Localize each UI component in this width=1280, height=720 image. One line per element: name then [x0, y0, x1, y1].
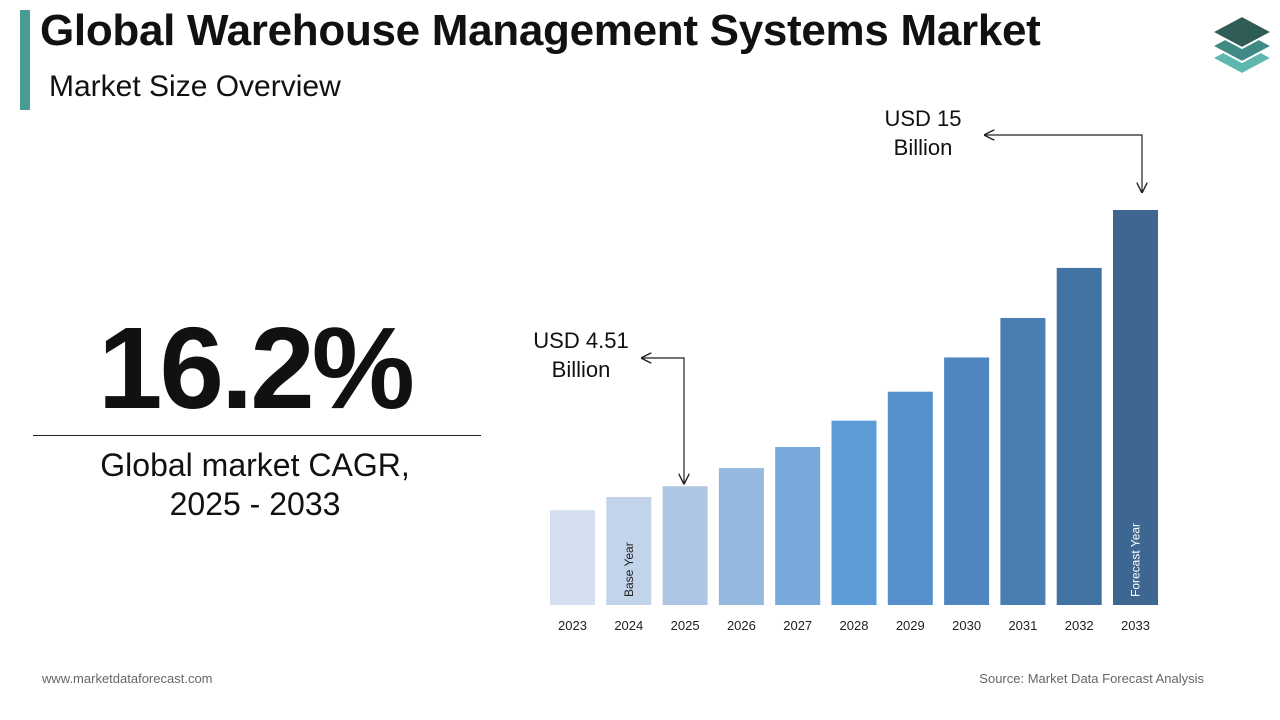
- x-tick-label-2024: 2024: [614, 618, 643, 633]
- source-note: Source: Market Data Forecast Analysis: [979, 671, 1204, 686]
- bar-2028: [831, 420, 877, 605]
- annotation-arrow-2033: [985, 135, 1142, 192]
- x-tick-label-2033: 2033: [1121, 618, 1150, 633]
- x-tick-label-2026: 2026: [727, 618, 756, 633]
- cagr-label-line1: Global market CAGR,: [100, 447, 410, 483]
- cagr-label: Global market CAGR, 2025 - 2033: [30, 446, 480, 524]
- bar-2033: [1113, 210, 1158, 605]
- x-tick-label-2028: 2028: [840, 618, 869, 633]
- cagr-divider: [33, 435, 481, 436]
- bar-inner-label-2033: Forecast Year: [1129, 523, 1143, 597]
- title-accent-bar: [20, 10, 30, 110]
- bar-2031: [1000, 317, 1046, 605]
- logo-layer-top: [1209, 14, 1275, 50]
- cagr-label-line2: 2025 - 2033: [169, 486, 341, 522]
- x-tick-label-2027: 2027: [783, 618, 812, 633]
- annotation-2025-line1: USD 4.51: [533, 328, 628, 353]
- x-tick-label-2031: 2031: [1008, 618, 1037, 633]
- bar-inner-label-2024: Base Year: [622, 542, 636, 597]
- x-tick-label-2029: 2029: [896, 618, 925, 633]
- x-tick-label-2032: 2032: [1065, 618, 1094, 633]
- x-tick-label-2023: 2023: [558, 618, 587, 633]
- bar-2025: [662, 486, 708, 605]
- annotation-2033-line1: USD 15: [884, 106, 961, 131]
- cagr-value: 16.2%: [98, 303, 415, 433]
- bar-2027: [775, 447, 821, 605]
- page-subtitle: Market Size Overview: [49, 70, 341, 103]
- x-tick-label-2030: 2030: [952, 618, 981, 633]
- annotation-2025-line2: Billion: [552, 357, 611, 382]
- website-link[interactable]: www.marketdataforecast.com: [42, 671, 213, 686]
- bar-2030: [944, 357, 990, 605]
- annotation-2033-line2: Billion: [894, 135, 953, 160]
- annotation-arrow-2025: [642, 358, 684, 483]
- bar-2032: [1056, 267, 1102, 605]
- page-title: Global Warehouse Management Systems Mark…: [40, 6, 1041, 55]
- x-tick-label-2025: 2025: [671, 618, 700, 633]
- bar-2023: [550, 510, 595, 605]
- layers-logo-icon: [1209, 14, 1275, 76]
- bar-2026: [718, 468, 764, 605]
- bar-2029: [887, 391, 933, 605]
- bar-2024: [606, 497, 652, 605]
